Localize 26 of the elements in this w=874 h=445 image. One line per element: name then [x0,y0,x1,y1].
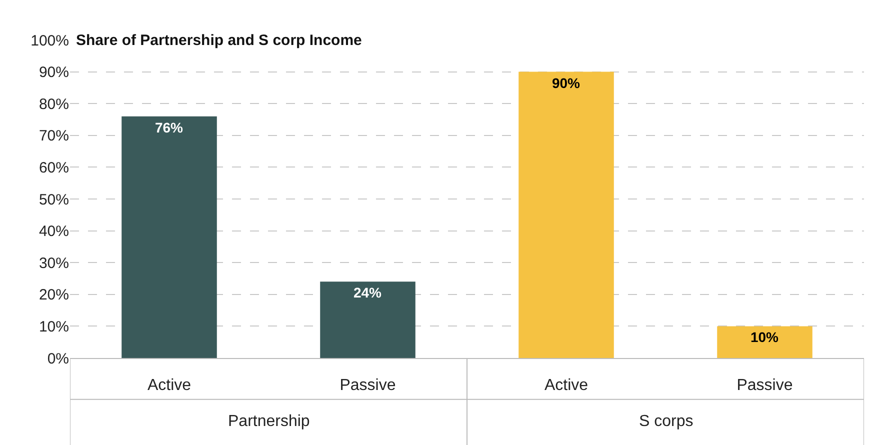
bar [717,326,812,358]
data-label: 10% [750,329,780,346]
x-tick-label: Passive [736,377,793,394]
y-tick-label: 60% [38,159,69,176]
y-tick-label: 10% [38,318,69,336]
y-tick-label: 100% [30,32,69,50]
y-tick-label: 0% [47,350,69,368]
y-tick-label: 20% [38,286,69,304]
x-tick-label: Active [147,377,192,394]
bar [320,282,416,358]
y-tick-label: 90% [38,64,69,82]
y-tick-label: 70% [38,128,69,145]
x-tick-label: Passive [340,377,396,394]
y-tick-label: 30% [38,254,69,272]
data-label: 76% [154,119,184,136]
data-label: 90% [552,74,581,91]
bar [518,72,614,358]
data-label: 24% [353,284,382,301]
y-tick-label: 40% [38,223,69,240]
y-tick-label: 50% [38,191,69,208]
text: Partnership [228,413,310,430]
text: S corps [639,413,694,430]
x-tick-label: Active [544,377,588,394]
bar [122,116,217,358]
y-tick-label: 80% [38,96,69,113]
chart-title: Share of Partnership and S corp Income [76,32,362,49]
